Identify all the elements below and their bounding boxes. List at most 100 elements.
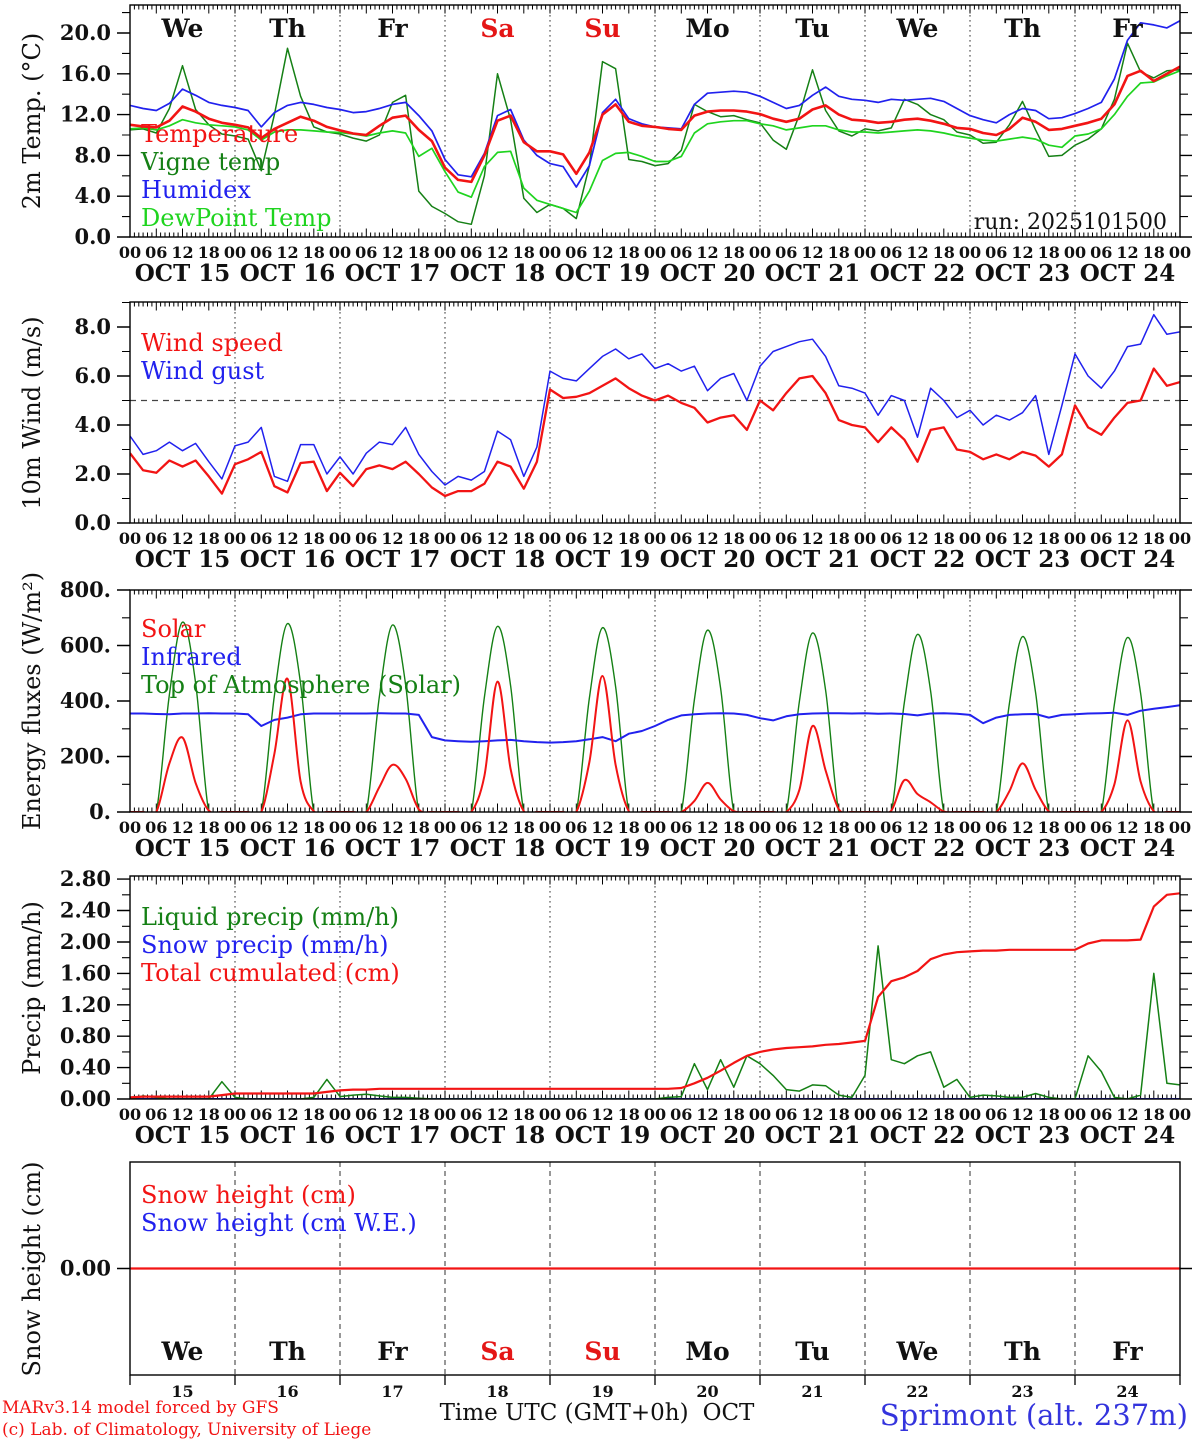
panel-precip: 0.00 0.40 0.80 1.20 1.60 2.00 2.40 2.80 Liquid p… (60, 866, 1192, 1149)
day-name-bottom: Mo (685, 1337, 729, 1366)
y-tick-label: 0.0 (74, 224, 111, 249)
hour-label: 06 (1090, 818, 1112, 837)
date-label: OCT 18 (450, 1122, 545, 1149)
date-label: OCT 19 (555, 1122, 650, 1149)
hour-label: 18 (618, 1105, 640, 1124)
date-label: OCT 18 (450, 835, 545, 862)
hour-label: 18 (723, 243, 745, 262)
y-tick-label: 4.0 (74, 412, 111, 437)
hour-label: 00 (329, 243, 351, 262)
hour-label: 00 (749, 1105, 771, 1124)
y-tick-label: 2.00 (60, 929, 111, 954)
hour-label: 12 (381, 818, 403, 837)
hour-label: 12 (381, 1105, 403, 1124)
date-label: OCT 23 (975, 546, 1070, 573)
hour-label: 12 (171, 529, 193, 548)
day-name-top: Fr (1112, 14, 1143, 43)
hour-label: 18 (828, 1105, 850, 1124)
hour-ticks-top (129, 5, 1181, 14)
hour-label: 12 (591, 1105, 613, 1124)
date-label: OCT 17 (345, 260, 440, 287)
hour-label: 06 (880, 818, 902, 837)
hour-label: 00 (434, 243, 456, 262)
legend-flux-0: Solar (141, 615, 206, 643)
day-name-bottom: We (896, 1337, 939, 1366)
hour-label: 00 (434, 1105, 456, 1124)
y-tick-label: 4.0 (74, 183, 111, 208)
day-name-top: Mo (685, 14, 729, 43)
hour-label: 06 (355, 529, 377, 548)
hour-label: 12 (276, 818, 298, 837)
hour-label: 18 (408, 529, 430, 548)
hour-label: 12 (801, 243, 823, 262)
hour-label: 00 (329, 818, 351, 837)
hour-label: 06 (565, 818, 587, 837)
day-name-bottom: Fr (1112, 1337, 1143, 1366)
day-name-top: Th (1004, 14, 1041, 43)
hour-label: 00 (1064, 818, 1086, 837)
date-label: OCT 24 (1080, 1122, 1175, 1149)
hour-label: 00 (959, 1105, 981, 1124)
legend-flux-1: Infrared (141, 643, 242, 671)
hour-label: 18 (1143, 529, 1165, 548)
hour-label: 12 (486, 529, 508, 548)
hour-label: 06 (460, 529, 482, 548)
y-tick-label: 6.0 (74, 363, 111, 388)
hour-label: 00 (644, 818, 666, 837)
hour-label: 00 (644, 1105, 666, 1124)
hour-label: 12 (591, 529, 613, 548)
date-label: OCT 15 (135, 260, 230, 287)
hour-label: 00 (119, 529, 141, 548)
hour-label: 18 (1038, 243, 1060, 262)
date-label: OCT 18 (450, 546, 545, 573)
hour-label: 06 (565, 243, 587, 262)
y-tick-label: 200. (60, 744, 111, 769)
hour-label: 06 (985, 243, 1007, 262)
hour-label: 18 (513, 818, 535, 837)
hour-label: 12 (801, 818, 823, 837)
date-label: OCT 19 (555, 260, 650, 287)
series-group-flux (130, 621, 1180, 812)
hour-label: 06 (670, 818, 692, 837)
hour-label: 00 (539, 818, 561, 837)
hour-ticks-top (129, 302, 1181, 311)
series-group-temp (130, 20, 1180, 226)
hour-label: 06 (670, 529, 692, 548)
hour-label: 06 (145, 818, 167, 837)
date-label: OCT 24 (1080, 260, 1175, 287)
hour-label: 00 (854, 529, 876, 548)
hour-label: 18 (513, 243, 535, 262)
hour-label: 12 (801, 529, 823, 548)
series-temperature (130, 65, 1180, 184)
day-number: 20 (696, 1382, 718, 1401)
day-name-top: Tu (795, 14, 830, 43)
hour-label: 18 (513, 529, 535, 548)
hour-label: 00 (959, 243, 981, 262)
date-label: OCT 16 (240, 260, 335, 287)
hour-label: 18 (933, 529, 955, 548)
hour-label: 00 (959, 529, 981, 548)
hour-label: 18 (618, 818, 640, 837)
date-label: OCT 24 (1080, 835, 1175, 862)
panel-border (129, 589, 1181, 813)
date-label: OCT 24 (1080, 546, 1175, 573)
y-minor-ticks (122, 617, 1188, 785)
date-label: OCT 23 (975, 260, 1070, 287)
hour-label: 18 (198, 243, 220, 262)
hour-label: 18 (933, 818, 955, 837)
hour-label: 12 (381, 243, 403, 262)
y-major-ticks (117, 32, 1192, 238)
series-solar (130, 674, 1180, 812)
day-number: 17 (381, 1382, 403, 1401)
y-tick-label: 800. (60, 577, 111, 602)
day-name-bottom: Su (584, 1337, 620, 1366)
hour-label: 00 (224, 243, 246, 262)
y-tick-label: 8.0 (74, 314, 111, 339)
y-tick-label: 1.20 (60, 992, 111, 1017)
hour-label: 00 (1064, 529, 1086, 548)
hour-ticks-bottom (129, 803, 1181, 812)
y-major-ticks (117, 326, 1192, 524)
day-number: 23 (1011, 1382, 1033, 1401)
